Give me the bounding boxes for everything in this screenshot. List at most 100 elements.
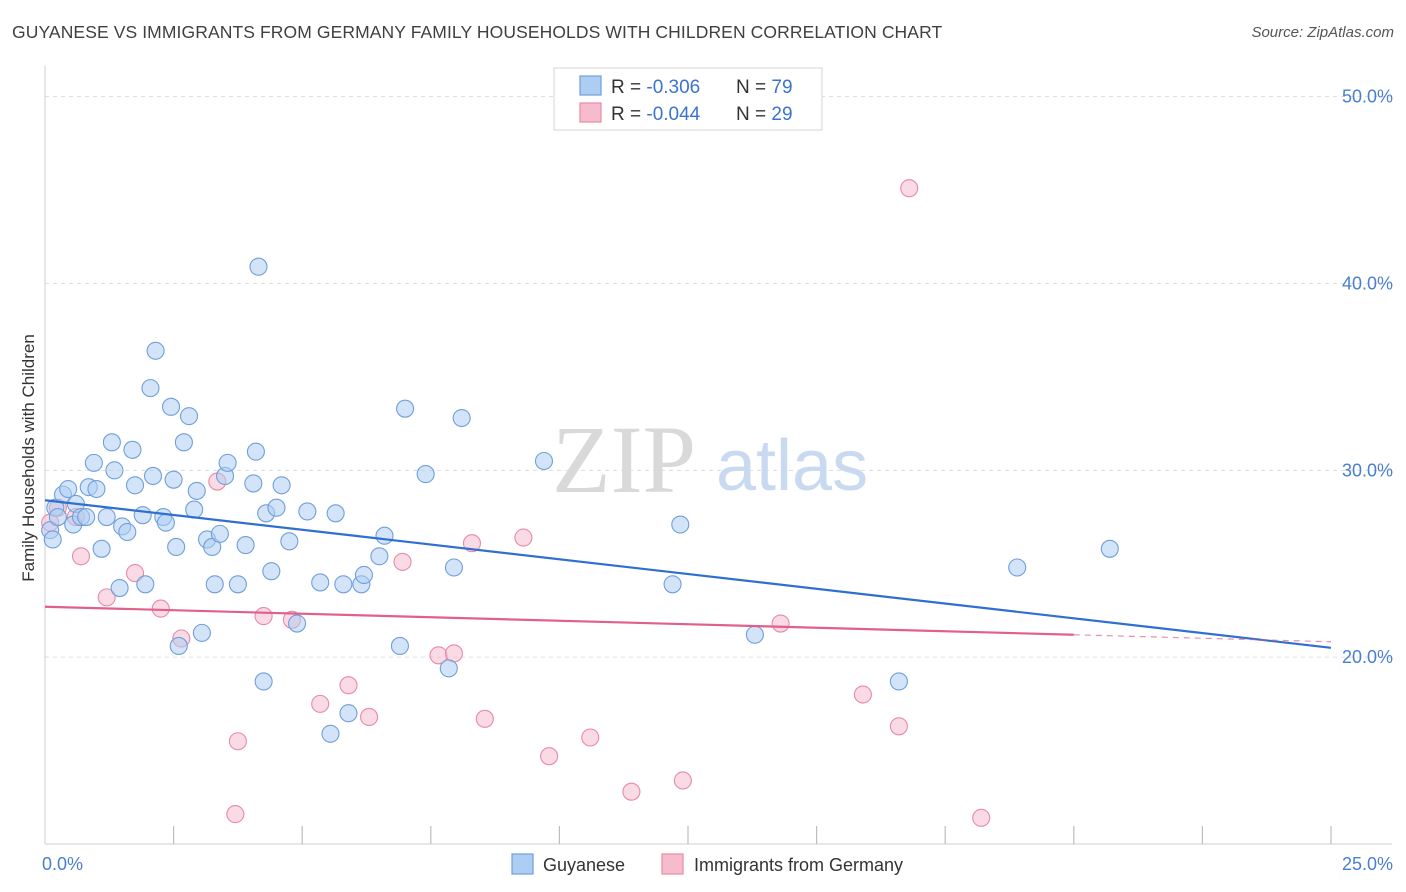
point-guyanese xyxy=(1008,558,1027,577)
point-guyanese xyxy=(146,341,165,360)
point-guyanese xyxy=(92,539,111,558)
point-guyanese xyxy=(671,515,690,534)
trend-line-germany xyxy=(44,605,1074,636)
point-guyanese xyxy=(118,522,137,542)
point-guyanese xyxy=(87,479,106,499)
point-germany xyxy=(540,747,559,766)
point-guyanese xyxy=(1100,539,1119,558)
legend-n-value: 79 xyxy=(771,77,792,98)
point-guyanese xyxy=(249,257,268,276)
point-guyanese xyxy=(375,526,394,545)
y-tick-label: 40.0% xyxy=(1342,274,1393,294)
point-guyanese xyxy=(185,500,204,519)
point-germany xyxy=(226,805,245,824)
legend-row-germany: R = -0.044 xyxy=(611,104,701,125)
point-guyanese xyxy=(125,476,145,495)
point-guyanese xyxy=(164,470,183,489)
point-guyanese xyxy=(133,506,152,525)
point-guyanese xyxy=(167,537,186,556)
watermark: ZIP atlas xyxy=(552,406,868,513)
point-guyanese xyxy=(370,547,389,566)
bottom-legend-swatch-germany xyxy=(661,853,684,875)
point-guyanese xyxy=(390,636,409,656)
point-guyanese xyxy=(161,397,181,416)
chart-title: GUYANESE VS IMMIGRANTS FROM GERMANY FAMI… xyxy=(12,22,943,42)
legend-r-label: R = xyxy=(611,77,646,98)
point-guyanese xyxy=(663,575,682,594)
point-germany xyxy=(622,782,641,801)
point-guyanese xyxy=(105,461,124,480)
point-guyanese xyxy=(444,558,463,577)
point-germany xyxy=(228,732,247,751)
legend-n-value: 29 xyxy=(771,104,792,125)
trend-line-guyanese xyxy=(44,499,1332,649)
point-guyanese xyxy=(97,507,116,527)
point-guyanese xyxy=(246,442,265,461)
y-tick-label: 30.0% xyxy=(1342,460,1393,480)
point-germany xyxy=(673,771,692,790)
point-germany xyxy=(581,728,600,747)
trend-lines xyxy=(44,499,1332,649)
y-tick-label: 50.0% xyxy=(1342,87,1393,107)
point-guyanese xyxy=(244,474,263,493)
point-germany xyxy=(311,694,330,713)
point-germany xyxy=(853,685,872,704)
point-guyanese xyxy=(452,408,471,428)
point-guyanese xyxy=(267,498,286,517)
point-guyanese xyxy=(311,573,330,592)
legend-swatch-guyanese xyxy=(579,75,602,96)
point-germany xyxy=(151,599,170,618)
point-germany xyxy=(254,607,273,626)
point-germany xyxy=(889,717,908,736)
legend-n-germany: N = 29 xyxy=(736,104,793,125)
point-guyanese xyxy=(136,575,155,594)
point-germany xyxy=(339,676,358,695)
x-tick-label: 0.0% xyxy=(42,854,83,874)
point-guyanese xyxy=(141,379,160,398)
point-guyanese xyxy=(262,562,281,581)
point-germany xyxy=(360,707,379,727)
y-axis-title: Family Households with Children xyxy=(19,334,38,582)
bottom-legend-swatch-guyanese xyxy=(511,853,534,875)
point-guyanese xyxy=(48,507,67,527)
point-germany xyxy=(972,808,991,827)
point-guyanese xyxy=(354,565,373,585)
point-guyanese xyxy=(210,524,229,543)
point-guyanese xyxy=(288,614,307,633)
point-germany xyxy=(771,614,790,633)
point-guyanese xyxy=(110,578,129,598)
point-guyanese xyxy=(156,513,175,532)
correlation-legend: R = -0.306 N = 79 R = -0.044 N = 29 xyxy=(553,67,823,131)
point-germany xyxy=(97,588,116,607)
trend-line-germany-extension xyxy=(1073,634,1332,643)
point-guyanese xyxy=(326,504,345,523)
point-guyanese xyxy=(143,466,163,485)
point-guyanese xyxy=(43,530,62,549)
axes xyxy=(44,66,1392,845)
point-guyanese xyxy=(745,625,764,644)
legend-row-guyanese: R = -0.306 xyxy=(611,77,700,98)
point-guyanese xyxy=(84,453,103,472)
legend-n-label: N = xyxy=(736,104,771,125)
point-guyanese xyxy=(236,536,255,555)
point-guyanese xyxy=(272,476,291,495)
point-guyanese xyxy=(77,507,96,527)
point-guyanese xyxy=(396,399,415,418)
point-guyanese xyxy=(254,672,273,691)
point-germany xyxy=(900,179,919,198)
point-guyanese xyxy=(439,659,458,678)
point-guyanese xyxy=(169,636,188,656)
point-guyanese xyxy=(298,502,317,521)
watermark-atlas: atlas xyxy=(716,426,868,506)
point-guyanese xyxy=(174,433,193,452)
legend-n-label: N = xyxy=(736,77,771,98)
bottom-legend-label-germany: Immigrants from Germany xyxy=(694,855,903,875)
legend-n-guyanese: N = 79 xyxy=(736,77,793,98)
point-guyanese xyxy=(187,481,206,500)
chart-source: Source: ZipAtlas.com xyxy=(1251,24,1394,41)
legend-r-value: -0.044 xyxy=(646,104,700,125)
point-guyanese xyxy=(321,724,340,743)
gridlines xyxy=(45,96,1392,658)
point-guyanese xyxy=(205,575,224,594)
